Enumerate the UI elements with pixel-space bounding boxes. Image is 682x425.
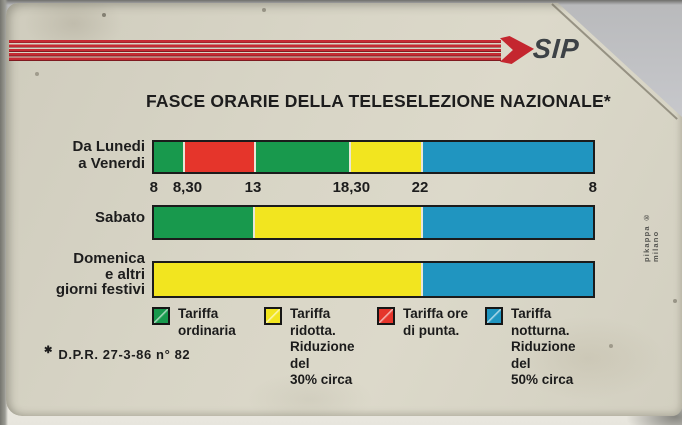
- row-label-weekdays: Da Lunedi a Venerdi: [72, 138, 145, 172]
- tariff-timeline-chart: 8 8,30 13 18,30 22 8: [149, 140, 597, 302]
- time-axis: 8 8,30 13 18,30 22 8: [149, 179, 597, 198]
- row-label-saturday: Sabato: [94, 209, 145, 226]
- segment-ordinaria: [256, 142, 349, 172]
- segment-ordinaria: [154, 142, 184, 172]
- time-tick-label: 8: [149, 179, 158, 196]
- sip-logo: SIP: [531, 33, 581, 65]
- time-tick-label: 8: [588, 179, 597, 196]
- asterisk-icon: ✱: [44, 345, 53, 356]
- time-tick-label: 22: [411, 179, 429, 196]
- time-tick-label: 8,30: [172, 179, 203, 196]
- sip-stripe-band: [9, 40, 501, 61]
- segment-notturna: [423, 207, 594, 238]
- row-label-sunday-holidays: Domenica e altri giorni festivi: [55, 250, 145, 298]
- time-tick-label: 18,30: [332, 179, 371, 196]
- legend-swatch-ridotta: [264, 307, 282, 325]
- phone-card: SIP FASCE ORARIE DELLA TELESELEZIONE NAZ…: [6, 3, 682, 416]
- segment-ordinaria: [154, 207, 254, 238]
- time-tick-label: 13: [244, 179, 262, 196]
- page-title: FASCE ORARIE DELLA TELESELEZIONE NAZIONA…: [146, 91, 611, 111]
- scan-speckles: [6, 3, 8, 5]
- legend-label: Tariffa ordinaria: [178, 306, 236, 338]
- segment-notturna: [422, 263, 593, 296]
- segment-punta: [185, 142, 255, 172]
- legend-item-ordinaria: Tariffa ordinaria: [152, 306, 258, 339]
- timeline-bar-saturday: [152, 205, 595, 240]
- sip-logo-arrow-icon: [500, 36, 534, 64]
- legend-label: Tariffa ore di punta.: [403, 306, 469, 338]
- segment-notturna: [422, 142, 593, 172]
- segment-ridotta: [154, 263, 421, 296]
- segment-ridotta: [255, 207, 422, 238]
- legend-swatch-notturna: [485, 307, 503, 325]
- legend-item-punta: Tariffa ore di punta.: [377, 306, 481, 339]
- legend-swatch-punta: [377, 307, 395, 325]
- decree-footnote: ✱ D.P.R. 27-3-86 n° 82: [44, 345, 190, 362]
- timeline-bar-sunday-holidays: [152, 261, 595, 298]
- legend-item-ridotta: Tariffa ridotta. Riduzione del 30% circa: [264, 306, 374, 389]
- legend-label: Tariffa notturna. Riduzione del 50% circ…: [511, 306, 576, 387]
- printer-credit-vertical-text: pikappa ® milano: [642, 211, 660, 262]
- legend-swatch-ordinaria: [152, 307, 170, 325]
- legend-item-notturna: Tariffa notturna. Riduzione del 50% circ…: [485, 306, 597, 389]
- segment-ridotta: [350, 142, 421, 172]
- decree-footnote-text: D.P.R. 27-3-86 n° 82: [58, 347, 191, 362]
- legend-label: Tariffa ridotta. Riduzione del 30% circa: [290, 306, 355, 387]
- timeline-bar-weekdays: [152, 140, 595, 174]
